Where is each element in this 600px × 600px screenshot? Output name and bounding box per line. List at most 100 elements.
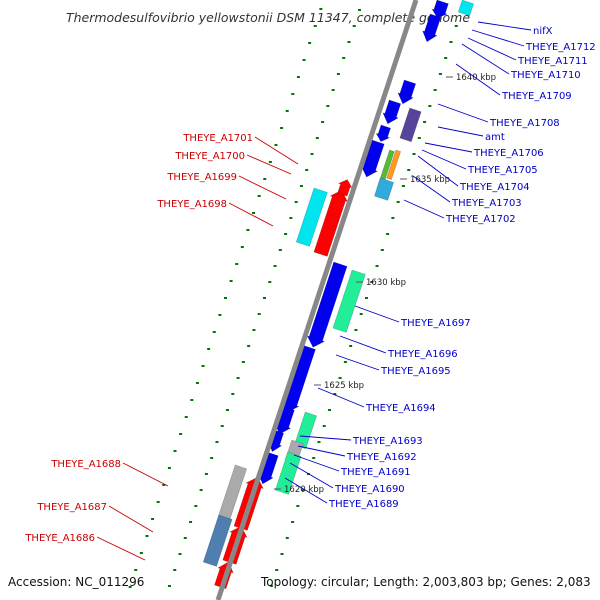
gene-glyph bbox=[332, 269, 366, 333]
tick-mark bbox=[396, 201, 400, 203]
tick-mark bbox=[308, 42, 312, 44]
tick-mark bbox=[278, 249, 282, 251]
tick-mark bbox=[401, 185, 405, 187]
tick-mark bbox=[252, 212, 256, 214]
gene-label: THEYE_A1696 bbox=[387, 349, 458, 360]
leader-line bbox=[228, 202, 274, 227]
gene-glyph bbox=[431, 0, 449, 19]
tick-mark bbox=[240, 246, 244, 248]
tick-mark bbox=[296, 505, 300, 507]
tick-mark bbox=[190, 399, 194, 401]
tick-mark bbox=[236, 377, 240, 379]
gene-label: amt bbox=[485, 132, 505, 143]
tick-mark bbox=[291, 521, 295, 523]
tick-mark bbox=[145, 535, 149, 537]
tick-mark bbox=[201, 365, 205, 367]
tick-mark bbox=[241, 361, 245, 363]
tick-mark bbox=[151, 518, 155, 520]
gene-glyph bbox=[397, 79, 417, 105]
leader-line bbox=[108, 505, 154, 533]
gene-glyph bbox=[337, 179, 353, 197]
genome-title: Thermodesulfovibrio yellowstonii DSM 113… bbox=[66, 10, 470, 25]
gene-label: THEYE_A1687 bbox=[36, 502, 107, 513]
tick-mark bbox=[179, 433, 183, 435]
tick-mark bbox=[199, 489, 203, 491]
tick-mark bbox=[257, 195, 261, 197]
tick-mark bbox=[375, 265, 379, 267]
leader-line bbox=[424, 142, 473, 153]
tick-mark bbox=[299, 185, 303, 187]
tick-mark bbox=[296, 76, 300, 78]
tick-mark bbox=[321, 121, 325, 123]
tick-mark bbox=[184, 416, 188, 418]
tick-mark bbox=[343, 361, 347, 363]
tick-mark bbox=[444, 57, 448, 59]
kbp-marker-label: 1630 kbp bbox=[366, 278, 406, 288]
genome-backbone bbox=[215, 0, 419, 600]
gene-glyph bbox=[313, 189, 349, 257]
leader-line bbox=[437, 126, 484, 137]
gene-glyph bbox=[375, 124, 391, 142]
tick-mark bbox=[262, 297, 266, 299]
leader-line bbox=[297, 445, 346, 457]
leader-line bbox=[238, 175, 287, 200]
tick-mark bbox=[352, 25, 356, 27]
leader-line bbox=[122, 462, 169, 487]
tick-mark bbox=[449, 41, 453, 43]
gene-label: THEYE_A1704 bbox=[459, 182, 530, 193]
leader-line bbox=[284, 477, 328, 504]
tick-mark bbox=[269, 585, 273, 587]
gene-glyph bbox=[386, 149, 402, 180]
tick-mark bbox=[312, 457, 316, 459]
gene-glyph bbox=[382, 99, 402, 125]
tick-mark bbox=[257, 313, 261, 315]
tick-mark bbox=[229, 280, 233, 282]
tick-mark bbox=[235, 263, 239, 265]
tick-mark bbox=[289, 217, 293, 219]
tick-mark bbox=[319, 8, 323, 10]
tick-mark bbox=[173, 569, 177, 571]
gene-glyph bbox=[374, 177, 395, 201]
leader-line bbox=[467, 37, 517, 61]
tick-mark bbox=[189, 521, 193, 523]
tick-mark bbox=[183, 537, 187, 539]
tick-mark bbox=[370, 281, 374, 283]
leader-line bbox=[417, 155, 459, 187]
leader-line bbox=[293, 454, 340, 472]
gene-label: THEYE_A1711 bbox=[517, 56, 588, 67]
tick-mark bbox=[364, 297, 368, 299]
tick-mark bbox=[167, 467, 171, 469]
tick-mark bbox=[162, 484, 166, 486]
tick-mark bbox=[454, 25, 458, 27]
tick-mark bbox=[167, 585, 171, 587]
tick-mark bbox=[331, 89, 335, 91]
leader-line bbox=[437, 103, 489, 123]
topology-text: Topology: circular; Length: 2,003,803 bp… bbox=[260, 575, 591, 589]
gene-glyph bbox=[293, 411, 318, 450]
kbp-marker-label: 1625 kbp bbox=[324, 381, 364, 391]
gene-glyph bbox=[202, 514, 233, 567]
kbp-marker-label: 1620 kbp bbox=[284, 485, 324, 495]
tick-mark bbox=[273, 265, 277, 267]
gene-label: nifX bbox=[533, 26, 553, 37]
leader-line bbox=[471, 29, 525, 47]
tick-mark bbox=[391, 217, 395, 219]
tick-mark bbox=[215, 441, 219, 443]
tick-mark bbox=[338, 377, 342, 379]
leader-line bbox=[339, 335, 387, 354]
tick-layer bbox=[128, 8, 464, 588]
gene-label: THEYE_A1691 bbox=[340, 467, 411, 478]
gene-label: THEYE_A1703 bbox=[451, 198, 522, 209]
tick-mark bbox=[231, 393, 235, 395]
leader-line bbox=[299, 435, 352, 441]
tick-mark bbox=[285, 110, 289, 112]
leader-line bbox=[461, 43, 510, 75]
gene-label: THEYE_A1695 bbox=[380, 366, 451, 377]
tick-mark bbox=[291, 93, 295, 95]
tick-mark bbox=[417, 137, 421, 139]
tick-mark bbox=[349, 345, 353, 347]
tick-mark bbox=[220, 425, 224, 427]
leader-line bbox=[317, 387, 365, 408]
gene-label: THEYE_A1699 bbox=[166, 172, 237, 183]
tick-mark bbox=[246, 229, 250, 231]
